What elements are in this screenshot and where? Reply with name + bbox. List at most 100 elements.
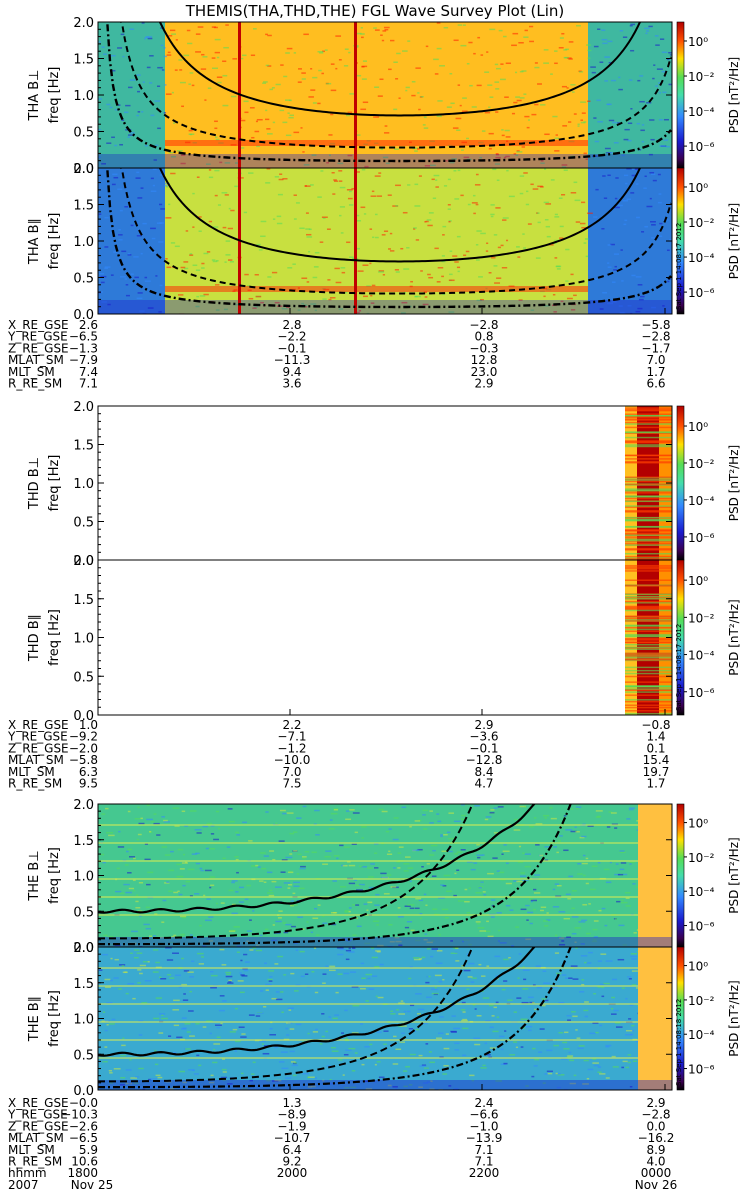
spectrogram-cell [620, 249, 623, 251]
y-tick-label: 1.5 [73, 593, 94, 608]
spectrogram-cell [503, 1062, 508, 1065]
ephemeris-value: 1.4 [646, 730, 665, 744]
spectrogram-cell [322, 1079, 325, 1082]
spectrogram-cell [377, 996, 384, 999]
spectrogram-cell [443, 1064, 449, 1067]
spectrogram-cell [625, 505, 672, 507]
spectrogram-cell [448, 850, 453, 853]
spectrogram-cell [645, 32, 648, 35]
spectrogram-cell [500, 63, 504, 65]
spectrogram-cell [490, 204, 495, 206]
spectrogram-cell [265, 983, 272, 986]
spectrogram-cell [513, 1041, 518, 1043]
spectrogram-cell [413, 957, 420, 959]
spectrogram-cell [333, 180, 339, 182]
spectrogram-cell [571, 907, 575, 910]
spectrogram-cell [571, 932, 577, 935]
spectrogram-cell [180, 266, 186, 269]
spectrogram-cell [453, 39, 459, 42]
spectrogram-cell [181, 862, 188, 864]
spectrogram-cell [661, 51, 668, 54]
spectrogram-cell [515, 154, 519, 157]
spectrogram-cell [471, 106, 477, 108]
spectrogram-cell [150, 114, 155, 117]
spectrogram-cell [443, 26, 449, 29]
spectrogram-cell [532, 188, 539, 190]
spectrogram-cell [278, 840, 285, 842]
spectrogram-cell [207, 87, 212, 89]
spectrogram-cell [442, 978, 445, 981]
spectrogram-cell [260, 220, 267, 223]
y-tick-label: 0.0 [73, 308, 94, 323]
spectrogram-cell [533, 817, 537, 819]
spectrogram-cell [148, 938, 154, 941]
spectrogram-cell [407, 40, 411, 42]
spectrogram-cell [456, 129, 461, 131]
spectrogram-cell [98, 156, 101, 158]
spectrogram-cell [580, 955, 588, 957]
spectrogram-cell [599, 61, 604, 64]
spectrogram-cell [110, 957, 113, 960]
spectrogram-cell [398, 916, 404, 918]
spectrogram-cell [395, 1048, 402, 1051]
spectrogram-cell [530, 309, 535, 311]
spectrogram-cell [646, 101, 652, 104]
spectrogram-cell [456, 266, 461, 269]
spectrogram-cell [552, 115, 558, 118]
spectrogram-cell [100, 275, 107, 278]
spectrogram-cell [237, 980, 244, 982]
spectrogram-cell [248, 297, 254, 300]
spectrogram-cell [468, 943, 472, 946]
panel-label: THD B⊥ [27, 457, 42, 510]
spectrogram-cell [460, 44, 467, 47]
spectrogram-cell [489, 96, 494, 98]
spectrogram-cell [117, 104, 121, 106]
ephemeris-value: −6.6 [469, 1108, 498, 1122]
spectrogram-cell [432, 849, 436, 852]
spectrogram-cell [314, 1077, 317, 1079]
spectrogram-cell [652, 179, 657, 182]
spectrogram-cell [393, 108, 398, 111]
y-tick-label: 0.5 [73, 905, 94, 920]
spectrogram-cell [377, 944, 384, 947]
colorbar-tick-label: 10⁻² [688, 851, 715, 865]
spectrogram-cell [436, 813, 440, 815]
spectrogram-cell [140, 252, 143, 255]
spectrogram-cell [127, 810, 131, 813]
spectrogram-cell [556, 851, 559, 854]
spectrogram-cell [616, 900, 621, 903]
spectrogram-cell [448, 311, 455, 313]
spectrogram-cell [453, 1027, 460, 1030]
y-axis-label: freq [Hz] [47, 609, 62, 666]
panel-label: THE B⊥ [27, 850, 42, 901]
spectrogram-cell [374, 904, 380, 906]
spectrogram-cell [337, 947, 344, 949]
colorbar-tick-label: 10⁻⁴ [688, 494, 715, 508]
spectrogram-cell [476, 84, 482, 87]
spectrogram-cell [414, 150, 418, 152]
spectrogram-cell [174, 974, 181, 977]
spectrogram-cell [563, 56, 569, 59]
spectrogram-cell [142, 961, 148, 963]
spectrogram-cell [277, 917, 282, 919]
spectrogram-cell [314, 309, 317, 312]
spectrogram-cell [575, 806, 582, 808]
spectrogram-cell [422, 1082, 429, 1084]
spectrogram-cell [625, 567, 672, 570]
spectrogram-cell [463, 156, 470, 159]
y-tick-label: 1.5 [73, 834, 94, 849]
panel-label: THE B∥ [27, 996, 42, 1042]
spectrogram-cell [283, 882, 291, 884]
spectrogram-cell [641, 231, 645, 233]
spectrogram-cell [255, 120, 258, 123]
spectrogram-cell [561, 32, 565, 35]
spectrogram-cell [304, 185, 307, 187]
spectrogram-cell [554, 883, 560, 885]
ephemeris-row-label: Z_RE_GSE [8, 341, 69, 355]
spectrogram-cell [403, 1085, 408, 1088]
spectrogram-cell [554, 257, 558, 259]
spectrogram-cell [302, 1072, 309, 1075]
spectrogram-cell [625, 579, 672, 581]
spectrogram-cell [119, 276, 126, 278]
spectrogram-cell [279, 109, 285, 112]
